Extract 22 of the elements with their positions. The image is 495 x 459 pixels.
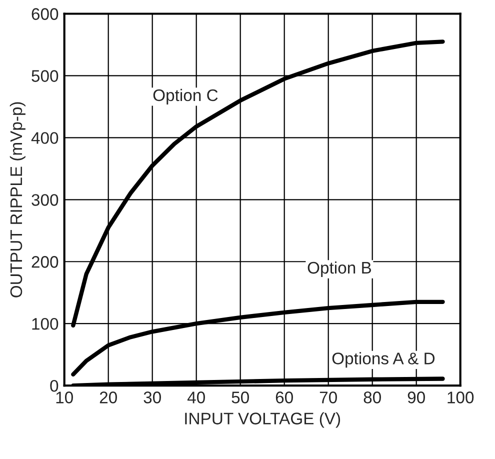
series-label: Option C <box>153 88 218 104</box>
x-tick-label: 10 <box>56 392 73 404</box>
x-tick-label: 100 <box>448 392 474 404</box>
x-tick-label: 50 <box>232 392 249 404</box>
y-tick-label: 600 <box>32 8 58 20</box>
x-tick-label: 20 <box>100 392 117 404</box>
series-label: Options A & D <box>332 352 435 368</box>
y-axis-title: OUTPUT RIPPLE (mVp-p) <box>10 102 26 298</box>
x-axis-title: INPUT VOLTAGE (V) <box>185 412 340 428</box>
y-tick-label: 200 <box>32 256 58 268</box>
y-tick-label: 400 <box>31 132 58 144</box>
x-tick-label: 90 <box>408 392 425 404</box>
x-tick-label: 60 <box>276 392 293 404</box>
y-tick-label: 300 <box>32 194 58 206</box>
y-tick-label: 100 <box>32 318 58 330</box>
x-tick-label: 30 <box>144 392 161 404</box>
x-tick-label: 40 <box>187 392 205 404</box>
series-label: Option B <box>308 261 372 277</box>
x-tick-label: 70 <box>320 392 337 404</box>
x-tick-label: 80 <box>364 392 381 404</box>
y-tick-label: 0 <box>50 380 58 392</box>
y-tick-label: 500 <box>32 70 58 82</box>
